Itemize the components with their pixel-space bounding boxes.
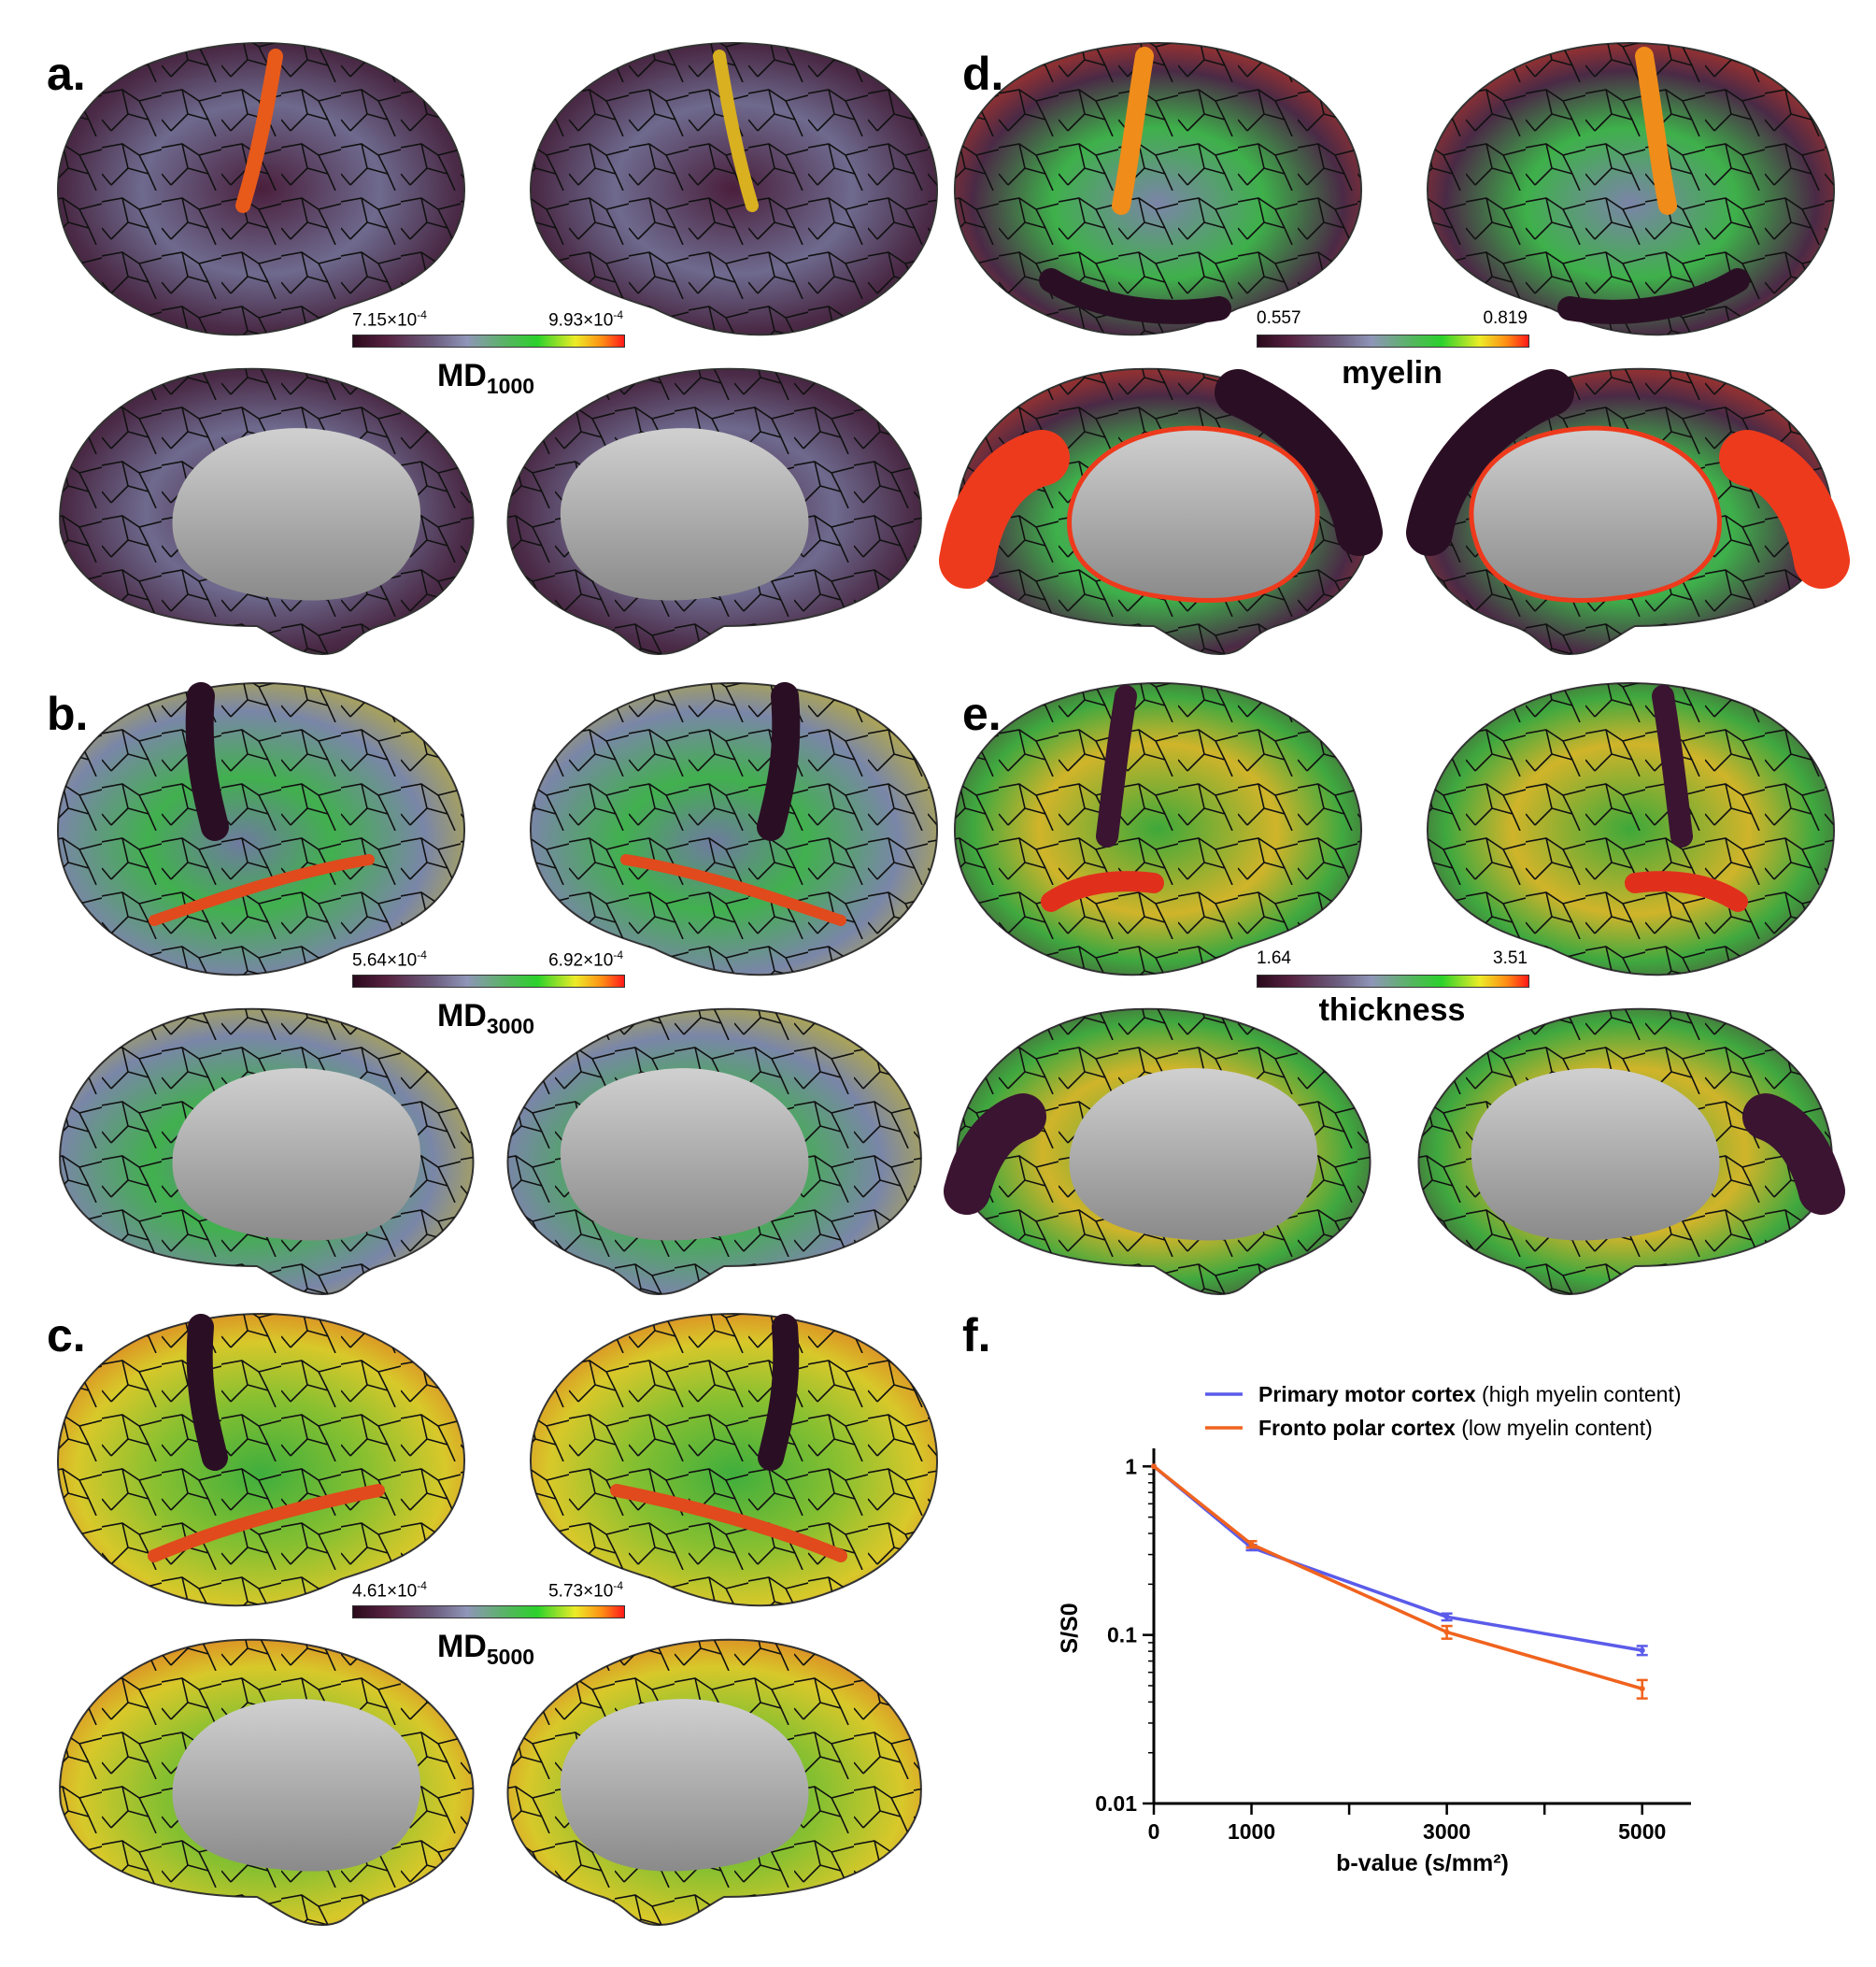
colorbar-e: 1.64 3.51 — [1257, 948, 1529, 988]
x-tick-label: 3000 — [1423, 1819, 1471, 1844]
panel-label-e: e. — [962, 688, 1002, 740]
colorbar-min-d: 0.557 — [1257, 308, 1301, 328]
colorbar-max-a: 9.93×10-4 — [548, 308, 623, 331]
colorbar-gradient-e — [1257, 975, 1529, 988]
brain-lateral-right-e — [1426, 682, 1835, 976]
brain-lateral-left-b — [57, 682, 466, 976]
colorbar-d: 0.557 0.819 — [1257, 308, 1529, 348]
colorbar-max-d: 0.819 — [1483, 308, 1528, 328]
data-point — [1443, 1614, 1450, 1620]
data-point — [1639, 1686, 1645, 1692]
colorbar-max-b: 6.92×10-4 — [548, 948, 623, 971]
colorbar-b: 5.64×10-4 6.92×10-4 — [352, 948, 625, 988]
y-tick-label: 0.01 — [1095, 1791, 1137, 1816]
colorbar-min-c: 4.61×10-4 — [352, 1579, 427, 1602]
colorbar-title-b: MD3000 — [436, 998, 535, 1038]
data-point — [1443, 1629, 1450, 1635]
colorbar-gradient-d — [1257, 335, 1529, 348]
brain-medial-left-d — [939, 367, 1383, 656]
colorbar-c: 4.61×10-4 5.73×10-4 — [352, 1579, 625, 1618]
brain-lateral-left-a — [57, 42, 466, 336]
colorbar-min-b: 5.64×10-4 — [352, 948, 427, 971]
brain-medial-right-a — [506, 367, 922, 656]
brain-lateral-left-e — [954, 682, 1363, 976]
legend-series-note: (low myelin content) — [1461, 1416, 1653, 1440]
colorbar-max-e: 3.51 — [1493, 948, 1528, 968]
series-line-0 — [1152, 1464, 1643, 1652]
chart-f: 0.01 0.1 1 0 1000 3000 5000 b-value (s/mm²) S/S0… — [1057, 1382, 1691, 1876]
brain-medial-left-b — [59, 1007, 475, 1296]
data-point — [1151, 1463, 1157, 1470]
colorbar-title-d: myelin — [1342, 355, 1443, 391]
y-tick-label: 0.1 — [1107, 1623, 1137, 1647]
colorbar-gradient-b — [352, 975, 625, 988]
colorbar-gradient-c — [352, 1605, 625, 1618]
data-point — [1248, 1541, 1255, 1547]
panel-label-c: c. — [47, 1309, 86, 1361]
y-axis-label: S/S0 — [1057, 1603, 1083, 1653]
brain-medial-right-c — [506, 1638, 922, 1927]
brain-lateral-right-b — [529, 682, 938, 976]
x-tick-label: 5000 — [1618, 1819, 1666, 1844]
brain-lateral-right-c — [529, 1313, 938, 1607]
legend-series-name: Fronto polar cortex — [1258, 1416, 1461, 1440]
panel-label-b: b. — [47, 688, 89, 740]
x-axis-label: b-value (s/mm²) — [1336, 1850, 1509, 1876]
brain-medial-left-a — [59, 367, 475, 656]
brain-lateral-right-a — [529, 42, 938, 336]
legend-label-1: Fronto polar cortex (low myelin content) — [1258, 1416, 1653, 1440]
brain-lateral-left-c — [57, 1313, 466, 1607]
brain-medial-left-e — [944, 1007, 1371, 1296]
legend-series-name: Primary motor cortex — [1258, 1382, 1482, 1406]
colorbar-title-a: MD1000 — [436, 358, 535, 398]
panel-label-d: d. — [962, 48, 1004, 100]
brain-medial-right-e — [1417, 1007, 1845, 1296]
brain-lateral-left-d — [954, 42, 1363, 336]
colorbar-min-e: 1.64 — [1257, 948, 1291, 968]
series-line-1 — [1152, 1464, 1643, 1690]
panel-label-a: a. — [47, 48, 86, 100]
colorbar-gradient-a — [352, 335, 625, 348]
panel-label-f: f. — [962, 1309, 991, 1361]
brain-medial-right-d — [1406, 367, 1850, 656]
colorbar-a: 7.15×10-4 9.93×10-4 — [352, 308, 625, 348]
brain-medial-left-c — [59, 1638, 475, 1927]
x-tick-label: 1000 — [1228, 1819, 1275, 1844]
x-tick-label: 0 — [1148, 1819, 1160, 1844]
data-point — [1639, 1647, 1645, 1654]
colorbar-title-e: thickness — [1318, 992, 1466, 1028]
brain-medial-right-b — [506, 1007, 922, 1296]
colorbar-min-a: 7.15×10-4 — [352, 308, 427, 331]
legend-series-note: (high myelin content) — [1482, 1382, 1682, 1406]
brain-lateral-right-d — [1426, 42, 1835, 336]
colorbar-title-c: MD5000 — [436, 1629, 535, 1669]
colorbar-max-c: 5.73×10-4 — [548, 1579, 623, 1602]
y-tick-label: 1 — [1125, 1454, 1137, 1478]
legend-label-0: Primary motor cortex (high myelin conten… — [1258, 1382, 1682, 1406]
